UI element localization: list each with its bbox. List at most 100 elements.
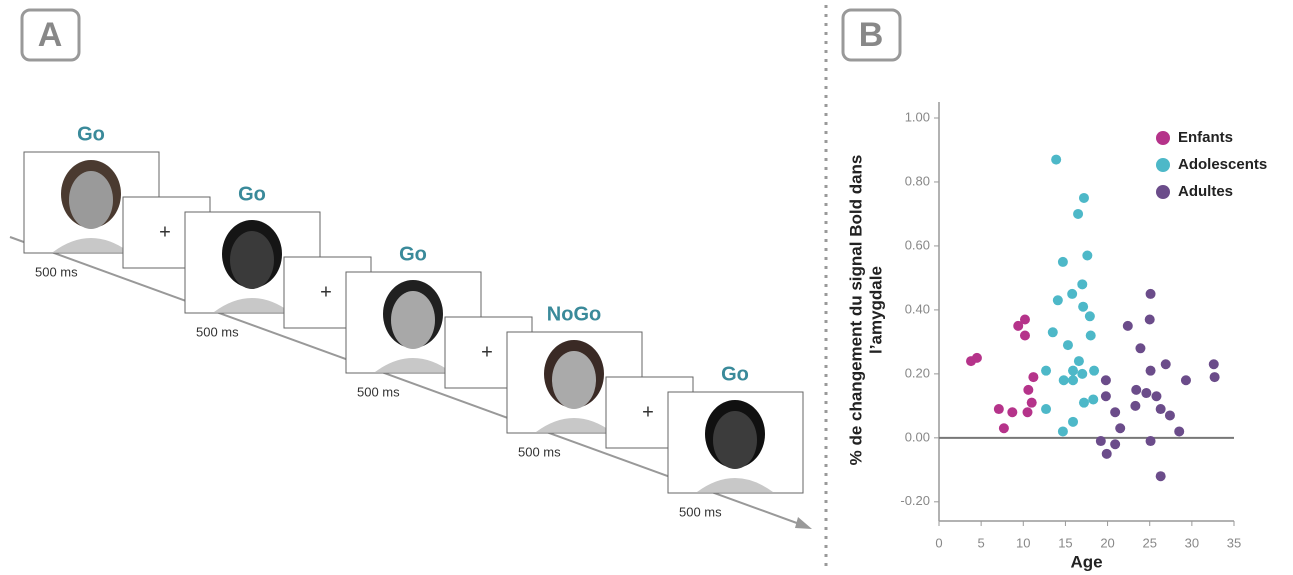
legend-label: Enfants xyxy=(1178,129,1233,146)
panel-box xyxy=(841,8,902,62)
fixation-cross: + xyxy=(159,221,171,243)
data-point xyxy=(1062,340,1073,351)
panel-label: B xyxy=(859,16,884,54)
data-point xyxy=(1041,365,1052,376)
data-point xyxy=(1078,397,1089,408)
legend-marker xyxy=(1156,185,1170,199)
legend-label: Adolescents xyxy=(1178,156,1267,173)
data-point xyxy=(1078,192,1089,203)
y-tick-label: 0.60 xyxy=(905,237,930,252)
data-point xyxy=(1073,208,1084,219)
data-point xyxy=(1088,394,1099,405)
face-shoulders xyxy=(214,298,290,312)
data-point xyxy=(1131,384,1142,395)
data-point xyxy=(1068,365,1079,376)
face xyxy=(230,231,274,289)
data-point xyxy=(1089,365,1100,376)
y-axis-label: l’amygdale xyxy=(866,266,885,354)
data-point xyxy=(1068,416,1079,427)
data-point xyxy=(1019,330,1030,341)
data-point xyxy=(1101,448,1112,459)
data-point xyxy=(1057,426,1068,437)
duration-label: 500 ms xyxy=(518,444,561,459)
x-tick-label: 10 xyxy=(1016,535,1030,550)
data-point xyxy=(993,404,1004,415)
fixation-cross: + xyxy=(320,281,332,303)
data-point xyxy=(1084,311,1095,322)
cue-label: Go xyxy=(77,123,105,145)
data-point xyxy=(1174,426,1185,437)
data-point xyxy=(971,352,982,363)
data-point xyxy=(1067,288,1078,299)
x-tick-label: 30 xyxy=(1185,535,1199,550)
y-tick-label: 1.00 xyxy=(905,109,930,124)
data-point xyxy=(1058,375,1069,386)
x-tick-label: 25 xyxy=(1142,535,1156,550)
data-point xyxy=(1082,250,1093,261)
y-tick-label: 0.00 xyxy=(905,429,930,444)
y-tick-label: 0.80 xyxy=(905,173,930,188)
data-point xyxy=(1180,375,1191,386)
duration-label: 500 ms xyxy=(196,324,239,339)
data-point xyxy=(1077,279,1088,290)
data-point xyxy=(1041,404,1052,415)
face-shoulders xyxy=(697,478,773,492)
data-point xyxy=(1023,384,1034,395)
panel-label: A xyxy=(38,16,63,54)
data-point xyxy=(1145,365,1156,376)
duration-label: 500 ms xyxy=(35,264,78,279)
data-point xyxy=(1100,375,1111,386)
data-point xyxy=(1110,439,1121,450)
data-point xyxy=(1135,343,1146,354)
fixation-cross: + xyxy=(481,341,493,363)
data-point xyxy=(1145,288,1156,299)
data-point xyxy=(1073,356,1084,367)
data-point xyxy=(1019,314,1030,325)
cue-label: Go xyxy=(399,243,427,265)
data-point xyxy=(1130,400,1141,411)
face xyxy=(69,171,113,229)
data-point xyxy=(1007,407,1018,418)
cue-label: NoGo xyxy=(547,303,601,325)
data-point xyxy=(1100,391,1111,402)
face-shoulders xyxy=(375,358,451,372)
x-tick-label: 0 xyxy=(935,535,942,550)
y-tick-label: 0.20 xyxy=(905,365,930,380)
data-point xyxy=(1122,320,1133,331)
legend-label: Adultes xyxy=(1178,183,1233,200)
data-point xyxy=(1022,407,1033,418)
face-shoulders xyxy=(536,418,612,432)
data-point xyxy=(1078,301,1089,312)
data-point xyxy=(1110,407,1121,418)
data-point xyxy=(1057,256,1068,267)
data-point xyxy=(1145,436,1156,447)
data-point xyxy=(1028,372,1039,383)
data-point xyxy=(1115,423,1126,434)
data-point xyxy=(1151,391,1162,402)
duration-label: 500 ms xyxy=(679,504,722,519)
x-axis-label: Age xyxy=(1070,552,1102,571)
y-axis-label: % de changement du signal Bold dans xyxy=(846,155,865,466)
data-point xyxy=(1085,330,1096,341)
data-point xyxy=(1141,388,1152,399)
data-point xyxy=(1144,314,1155,325)
panel-box xyxy=(20,8,81,62)
arrow-head xyxy=(795,517,812,529)
data-point xyxy=(1013,320,1024,331)
cue-label: Go xyxy=(238,183,266,205)
data-point xyxy=(1164,410,1175,421)
data-point xyxy=(1209,372,1220,383)
x-tick-label: 35 xyxy=(1227,535,1241,550)
legend-marker xyxy=(1156,158,1170,172)
fixation-cross: + xyxy=(642,401,654,423)
data-point xyxy=(998,423,1009,434)
y-tick-label: 0.40 xyxy=(905,301,930,316)
duration-label: 500 ms xyxy=(357,384,400,399)
x-tick-label: 5 xyxy=(978,535,985,550)
y-tick-label: -0.20 xyxy=(900,493,930,508)
data-point xyxy=(1155,471,1166,482)
face xyxy=(552,351,596,409)
face-shoulders xyxy=(53,238,129,252)
data-point xyxy=(1051,154,1062,165)
